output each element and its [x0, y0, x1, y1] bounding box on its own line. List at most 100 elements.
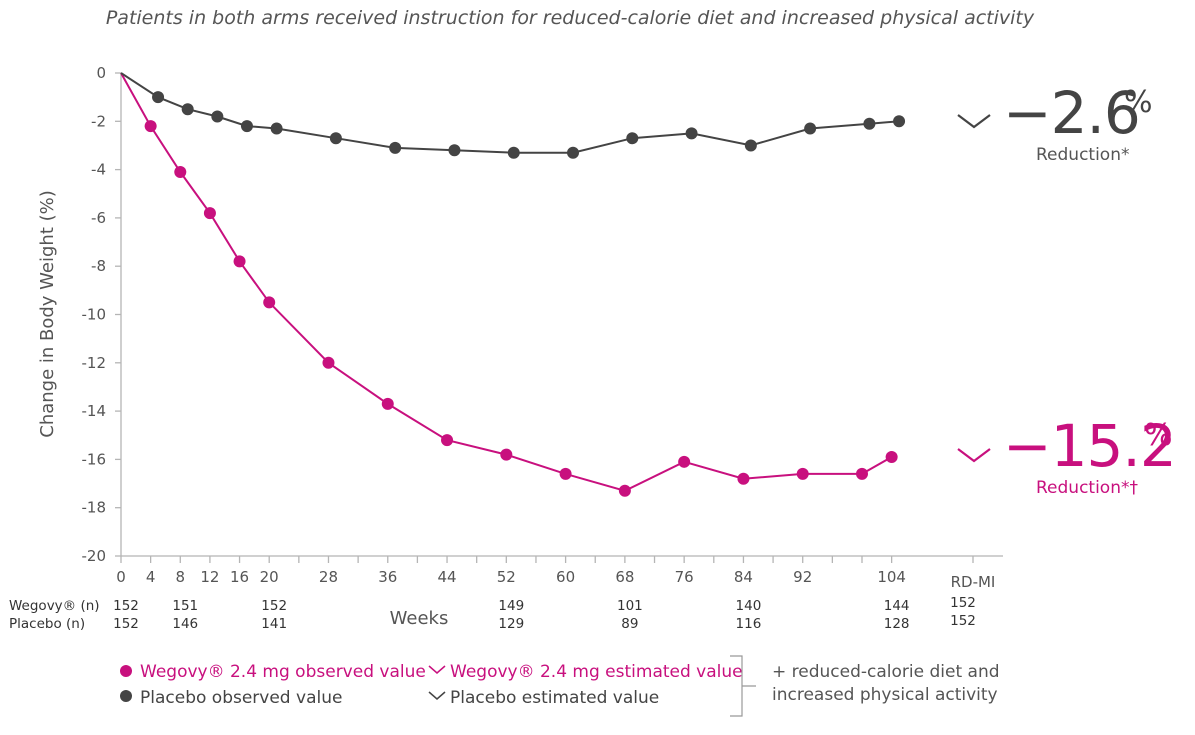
- legend-wegovy-estimated: Wegovy® 2.4 mg estimated value: [450, 662, 743, 682]
- wegovy-point: [737, 472, 750, 485]
- placebo-estimate-value: −2.6: [1003, 79, 1140, 147]
- wegovy-n-count: 144: [884, 598, 910, 614]
- placebo-point: [270, 122, 283, 135]
- legend-placebo-estimated-chevron-icon: [428, 691, 446, 700]
- wegovy-point: [618, 484, 631, 497]
- placebo-point: [567, 146, 580, 159]
- wegovy-point: [796, 467, 809, 480]
- wegovy-point: [203, 207, 216, 220]
- y-tick-label: -14: [82, 402, 107, 420]
- placebo-point: [893, 115, 906, 128]
- x-tick-label: 104: [877, 568, 906, 586]
- legend-wegovy-observed: Wegovy® 2.4 mg observed value: [140, 662, 426, 682]
- wegovy-n-count: 152: [950, 595, 976, 611]
- x-tick-label: 76: [675, 568, 694, 586]
- y-tick-label: -10: [82, 306, 107, 324]
- wegovy-point: [263, 296, 276, 309]
- placebo-point: [240, 120, 253, 133]
- x-tick-label: 36: [378, 568, 397, 586]
- legend-note-line2: increased physical activity: [772, 685, 998, 705]
- placebo-n-count: 152: [950, 613, 976, 629]
- wegovy-estimate-callout: −15.2 % Reduction*†: [957, 412, 1177, 498]
- x-tick-label: 8: [176, 568, 186, 586]
- x-tick-label: 16: [230, 568, 249, 586]
- series-lines: [120, 72, 900, 492]
- n-counts: 152 152 151 146 152 141 149 129 101 89 140 116 144 12…: [113, 595, 976, 632]
- x-tick-label: 28: [319, 568, 338, 586]
- wegovy-point: [500, 448, 513, 461]
- placebo-n-count: 128: [884, 616, 910, 632]
- wegovy-point: [233, 255, 246, 268]
- y-tick-label: -4: [91, 161, 106, 179]
- legend-note-line1: + reduced-calorie diet and: [772, 662, 1000, 682]
- placebo-n-count: 152: [113, 616, 139, 632]
- placebo-line: [120, 72, 900, 154]
- placebo-chevron-icon: [957, 114, 991, 129]
- wegovy-line: [120, 72, 893, 492]
- placebo-estimate-callout: −2.6 % Reduction*: [957, 79, 1153, 165]
- series-points: [144, 91, 906, 497]
- wegovy-point: [885, 450, 898, 463]
- legend-placebo-observed-marker: [120, 690, 132, 702]
- wegovy-point: [559, 467, 572, 480]
- y-tick-label: -20: [82, 547, 107, 565]
- legend: Wegovy® 2.4 mg observed value Placebo ob…: [120, 655, 1000, 717]
- placebo-n-count: 129: [498, 616, 524, 632]
- placebo-point: [181, 103, 194, 116]
- placebo-estimate-unit: %: [1124, 85, 1153, 120]
- placebo-n-count: 146: [172, 616, 198, 632]
- y-tick-label: -12: [82, 354, 107, 372]
- x-tick-label: 12: [200, 568, 219, 586]
- placebo-estimate-label: Reduction*: [1036, 145, 1129, 165]
- y-tick-label: -2: [91, 112, 106, 130]
- placebo-n-label: Placebo (n): [9, 616, 85, 632]
- x-tick-label: 84: [734, 568, 753, 586]
- wegovy-point: [856, 467, 868, 480]
- placebo-point: [152, 91, 165, 104]
- x-axis-label: Weeks: [390, 608, 449, 629]
- y-tick-label: -18: [82, 499, 107, 517]
- placebo-point: [448, 144, 461, 157]
- wegovy-point: [144, 120, 157, 133]
- wegovy-n-count: 140: [736, 598, 762, 614]
- wegovy-point: [441, 434, 454, 447]
- x-tick-label-rdmi: RD-MI: [951, 573, 996, 591]
- wegovy-n-count: 151: [172, 598, 198, 614]
- wegovy-n-count: 152: [113, 598, 139, 614]
- x-tick-label: 20: [260, 568, 279, 586]
- placebo-point: [389, 141, 402, 154]
- placebo-point: [626, 132, 639, 145]
- wegovy-point: [322, 356, 335, 369]
- placebo-point: [211, 110, 224, 123]
- wegovy-chevron-icon: [957, 448, 991, 463]
- y-axis-label: Change in Body Weight (%): [37, 190, 58, 438]
- legend-bracket: [730, 655, 756, 717]
- legend-placebo-estimated: Placebo estimated value: [450, 688, 659, 708]
- placebo-point: [507, 146, 520, 159]
- x-tick-label: 92: [793, 568, 812, 586]
- wegovy-n-count: 152: [261, 598, 287, 614]
- chart-subtitle: Patients in both arms received instructi…: [106, 7, 1035, 29]
- wegovy-n-count: 101: [617, 598, 643, 614]
- placebo-point: [329, 132, 342, 145]
- placebo-n-count: 116: [736, 616, 762, 632]
- y-tick-label: -16: [82, 450, 107, 468]
- x-tick-label: 52: [497, 568, 516, 586]
- placebo-n-count: 141: [261, 616, 287, 632]
- wegovy-estimate-value: −15.2: [1003, 412, 1176, 480]
- y-tick-labels: 0 -2 -4 -6 -8 -10 -12 -14 -16 -18 -20: [82, 64, 107, 565]
- wegovy-estimate-unit: %: [1144, 418, 1173, 453]
- x-tick-label: 60: [556, 568, 575, 586]
- wegovy-point: [381, 397, 394, 410]
- x-tick-label: 4: [146, 568, 156, 586]
- x-tick-label: 44: [437, 568, 456, 586]
- legend-wegovy-observed-marker: [120, 665, 132, 677]
- placebo-point: [685, 127, 698, 140]
- y-tick-label: -6: [91, 209, 106, 227]
- legend-placebo-observed: Placebo observed value: [140, 688, 342, 708]
- y-tick-label: 0: [96, 64, 106, 82]
- legend-wegovy-estimated-chevron-icon: [428, 665, 446, 674]
- placebo-point: [744, 139, 757, 152]
- x-tick-labels: 0 4 8 12 16 20 28 36 44 52 60 68 76 84 92 104 RD-MI: [116, 568, 995, 591]
